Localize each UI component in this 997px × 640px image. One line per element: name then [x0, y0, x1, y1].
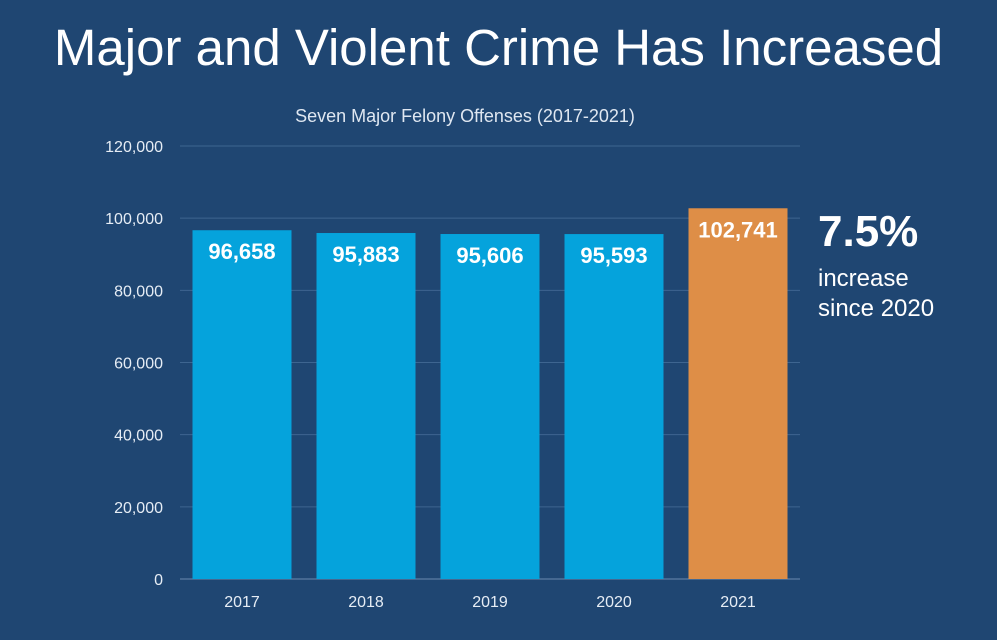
x-tick-label: 2020: [596, 594, 632, 611]
page-title: Major and Violent Crime Has Increased: [53, 19, 944, 76]
data-label: 95,593: [580, 243, 647, 268]
callout-description: increase since 2020: [818, 264, 988, 324]
x-tick-label: 2017: [224, 594, 260, 611]
y-tick-label: 80,000: [114, 283, 163, 300]
callout-line-2: since 2020: [818, 295, 935, 322]
y-tick-label: 60,000: [114, 356, 163, 373]
x-tick-label: 2018: [348, 594, 384, 611]
callout-line-1: increase: [818, 265, 909, 292]
bar-2020: [564, 234, 664, 579]
y-tick-label: 20,000: [114, 500, 163, 517]
y-tick-label: 0: [154, 572, 163, 589]
data-label: 102,741: [698, 217, 778, 242]
y-tick-label: 120,000: [105, 139, 163, 156]
bar-2021: [688, 208, 788, 579]
data-label: 95,883: [332, 242, 399, 267]
bar-2019: [440, 234, 540, 580]
y-tick-label: 100,000: [105, 211, 163, 228]
data-label: 96,658: [208, 239, 275, 264]
bar-2018: [316, 233, 416, 580]
callout-percent: 7.5%: [818, 207, 919, 256]
x-tick-label: 2019: [472, 594, 508, 611]
data-label: 95,606: [456, 243, 523, 268]
chart-title: Seven Major Felony Offenses (2017-2021): [295, 106, 635, 126]
y-tick-label: 40,000: [114, 428, 163, 445]
bar-2017: [192, 230, 292, 580]
x-tick-label: 2021: [720, 594, 756, 611]
